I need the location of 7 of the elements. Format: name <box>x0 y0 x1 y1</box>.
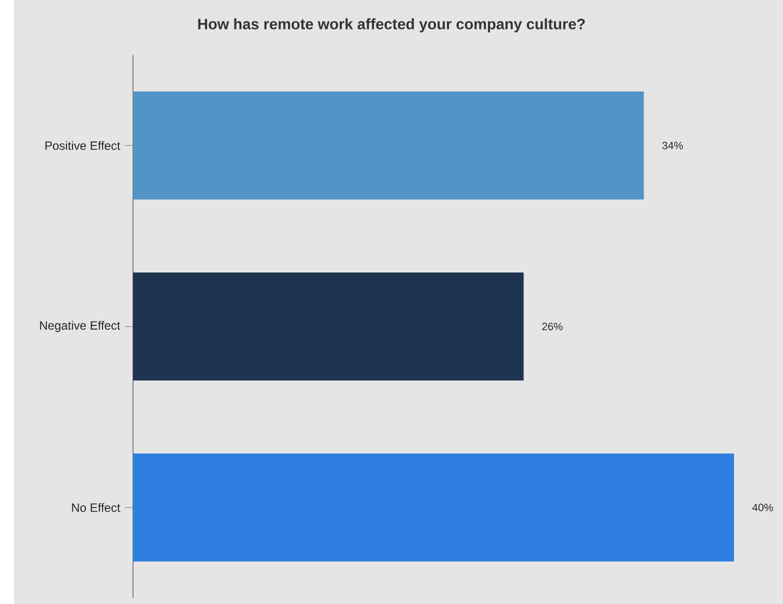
chart-title: How has remote work affected your company culture? <box>198 18 585 32</box>
y-tick-label: Positive Effect <box>45 141 120 150</box>
y-tick-label: Negative Effect <box>40 320 120 332</box>
y-tick-label: No Effect <box>72 503 120 512</box>
data-label: 40% <box>752 504 773 512</box>
data-label: 34% <box>662 142 683 150</box>
data-label: 26% <box>542 322 563 330</box>
